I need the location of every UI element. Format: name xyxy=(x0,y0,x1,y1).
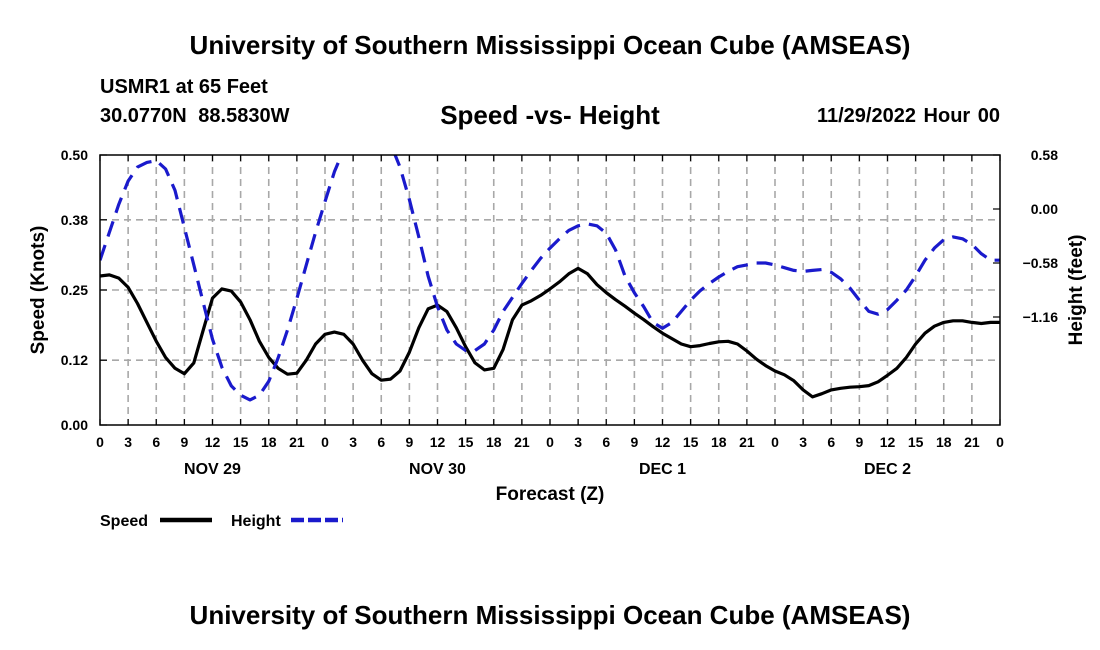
legend-label-speed: Speed xyxy=(100,513,148,530)
x-tick-label: 9 xyxy=(630,434,638,450)
station-coordinates: 30.0770N 88.5830W xyxy=(100,105,290,127)
x-tick-label: 12 xyxy=(655,434,671,450)
x-tick-label: 12 xyxy=(880,434,896,450)
y-tick-label: 0.50 xyxy=(61,147,88,163)
x-tick-label: 3 xyxy=(574,434,582,450)
day-label: NOV 29 xyxy=(184,461,241,478)
y-axis-title: Speed (Knots) xyxy=(28,226,49,355)
x-axis-title: Forecast (Z) xyxy=(496,484,605,505)
x-tick-label: 3 xyxy=(349,434,357,450)
forecast-datetime: 11/29/2022 Hour 00 xyxy=(816,105,1000,127)
x-tick-label: 6 xyxy=(377,434,385,450)
chart-title: Speed -vs- Height xyxy=(440,100,660,130)
y2-tick-label: −1.16 xyxy=(1023,309,1059,325)
x-tick-label: 15 xyxy=(458,434,474,450)
x-tick-label: 9 xyxy=(180,434,188,450)
x-tick-label: 0 xyxy=(96,434,104,450)
y2-axis-title: Height (feet) xyxy=(1066,235,1087,346)
day-label: DEC 2 xyxy=(864,461,911,478)
x-tick-label: 0 xyxy=(546,434,554,450)
y2-tick-label: 0.58 xyxy=(1031,147,1058,163)
x-tick-label: 12 xyxy=(430,434,446,450)
x-tick-label: 6 xyxy=(602,434,610,450)
x-tick-label: 21 xyxy=(514,434,530,450)
x-tick-label: 18 xyxy=(486,434,502,450)
series-layer xyxy=(100,155,1000,402)
series-line-speed xyxy=(100,266,1000,399)
x-tick-label: 0 xyxy=(996,434,1004,450)
x-tick-label: 9 xyxy=(405,434,413,450)
day-label: DEC 1 xyxy=(639,461,686,478)
x-tick-label: 3 xyxy=(124,434,132,450)
x-tick-label: 18 xyxy=(261,434,277,450)
x-tick-label: 9 xyxy=(855,434,863,450)
x-tick-label: 15 xyxy=(908,434,924,450)
footer-title: University of Southern Mississippi Ocean… xyxy=(189,600,911,630)
y2-tick-label: −0.58 xyxy=(1023,255,1059,271)
y-tick-label: 0.00 xyxy=(61,417,88,433)
x-tick-label: 6 xyxy=(152,434,160,450)
axes: 0 3 6 9 12 15 18 21 0 3 6 9 12 15 18 21 0 3 6 9 12 15 18 21 0 3 6 9… xyxy=(28,147,1087,505)
x-tick-label: 21 xyxy=(289,434,305,450)
x-tick-label: 0 xyxy=(321,434,329,450)
x-tick-label: 21 xyxy=(964,434,980,450)
x-tick-label: 12 xyxy=(205,434,221,450)
y-tick-label: 0.12 xyxy=(61,352,88,368)
series-line-height xyxy=(100,155,1000,402)
main-title: University of Southern Mississippi Ocean… xyxy=(189,30,911,60)
y-tick-label: 0.25 xyxy=(61,282,88,298)
x-tick-label: 21 xyxy=(739,434,755,450)
x-tick-label: 18 xyxy=(711,434,727,450)
y-tick-label: 0.38 xyxy=(61,212,88,228)
day-label: NOV 30 xyxy=(409,461,466,478)
y2-tick-label: 0.00 xyxy=(1031,201,1058,217)
x-tick-label: 15 xyxy=(233,434,249,450)
legend: Speed Height xyxy=(100,513,343,530)
station-label: USMR1 at 65 Feet xyxy=(100,76,268,98)
x-tick-label: 6 xyxy=(827,434,835,450)
legend-label-height: Height xyxy=(231,513,281,530)
x-tick-label: 3 xyxy=(799,434,807,450)
x-tick-label: 15 xyxy=(683,434,699,450)
x-tick-label: 0 xyxy=(771,434,779,450)
x-tick-label: 18 xyxy=(936,434,952,450)
